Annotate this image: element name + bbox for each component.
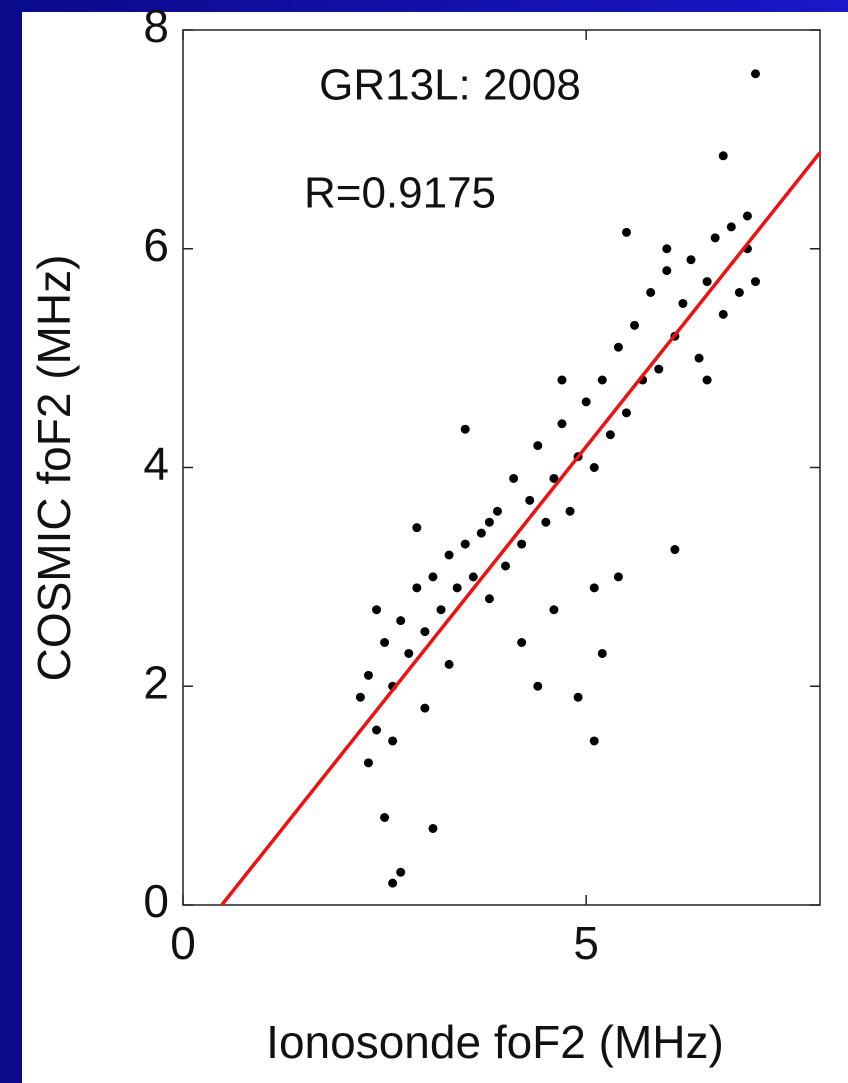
scatter-point (460, 539, 470, 549)
scatter-point (509, 473, 519, 483)
scatter-point (533, 681, 543, 691)
plot-frame (182, 29, 821, 906)
scatter-point (694, 353, 704, 363)
scatter-point (662, 266, 672, 276)
scatter-point (654, 364, 664, 374)
scatter-point (484, 517, 494, 527)
scatter-point (549, 473, 559, 483)
scatter-point (597, 375, 607, 385)
scatter-point (372, 605, 382, 615)
x-tick-label: 0 (170, 917, 196, 969)
scatter-point (501, 561, 511, 571)
scatter-point (646, 288, 656, 297)
y-tick-label: 6 (143, 219, 169, 271)
scatter-point (605, 430, 615, 440)
scatter-point (613, 572, 623, 582)
scatter-point (549, 605, 559, 615)
y-axis-label: COSMIC foF2 (MHz) (28, 255, 80, 682)
scatter-point (355, 692, 365, 702)
scatter-point (380, 638, 390, 647)
y-tick-label: 2 (143, 656, 169, 708)
scatter-point (718, 151, 728, 161)
scatter-point (750, 69, 760, 79)
scatter-point (492, 506, 502, 516)
scatter-point (581, 397, 591, 407)
fit-line (220, 151, 822, 907)
scatter-point (372, 725, 382, 735)
scatter-point (573, 692, 583, 702)
scatter-point (420, 627, 430, 637)
scatter-point (686, 255, 696, 265)
scatter-point (460, 424, 470, 434)
scatter-point (525, 495, 535, 505)
scatter-point (468, 572, 478, 582)
scatter-point (702, 375, 712, 385)
scatter-point (444, 550, 454, 560)
scatter-point (533, 441, 543, 451)
scatter-point (662, 244, 672, 254)
annotation: R=0.9175 (304, 169, 496, 218)
scatter-point (420, 703, 430, 713)
scatter-point (589, 463, 599, 472)
scatter-point (388, 878, 398, 888)
y-tick-label: 8 (143, 0, 169, 52)
annotation: GR13L: 2008 (319, 61, 581, 110)
scatter-point (388, 736, 398, 746)
scatter-point (670, 545, 680, 555)
scatter-point (363, 670, 373, 680)
scatter-point (742, 211, 752, 221)
scatter-point (444, 659, 454, 669)
scatter-point (428, 572, 438, 582)
scatter-point (363, 758, 373, 768)
scatter-point (702, 277, 712, 287)
scatter-point (404, 648, 414, 658)
x-axis-label: Ionosonde foF2 (MHz) (266, 1016, 724, 1068)
scatter-point (484, 594, 494, 604)
scatter-point (597, 648, 607, 658)
scatter-point (412, 583, 422, 593)
scatter-point (621, 227, 631, 237)
scatter-point (452, 583, 462, 593)
scatter-point (396, 616, 406, 626)
scatter-point (412, 523, 422, 533)
scatter-point (380, 813, 390, 822)
scatter-point (589, 583, 599, 593)
scatter-point (436, 605, 446, 615)
scatter-point (734, 288, 744, 297)
scatter-point (428, 823, 438, 833)
scatter-point (750, 277, 760, 287)
scatter-point (517, 638, 527, 647)
scatter-point (613, 342, 623, 352)
scatter-point (678, 298, 688, 308)
scatter-point (621, 408, 631, 418)
scatter-point (476, 528, 486, 538)
x-tick-label: 5 (573, 917, 599, 969)
scatter-point (630, 320, 640, 330)
scatter-point (589, 736, 599, 746)
y-tick-label: 0 (143, 875, 169, 927)
scatter-point (557, 419, 567, 429)
scatter-point (557, 375, 567, 385)
scatter-point (565, 506, 575, 516)
scatter-point (718, 309, 728, 319)
scatter-point (726, 222, 736, 232)
scatter-point (396, 867, 406, 877)
scatter-point (517, 539, 527, 549)
scatter-point (710, 233, 720, 243)
y-tick-label: 4 (143, 438, 169, 490)
scatter-point (541, 517, 551, 527)
